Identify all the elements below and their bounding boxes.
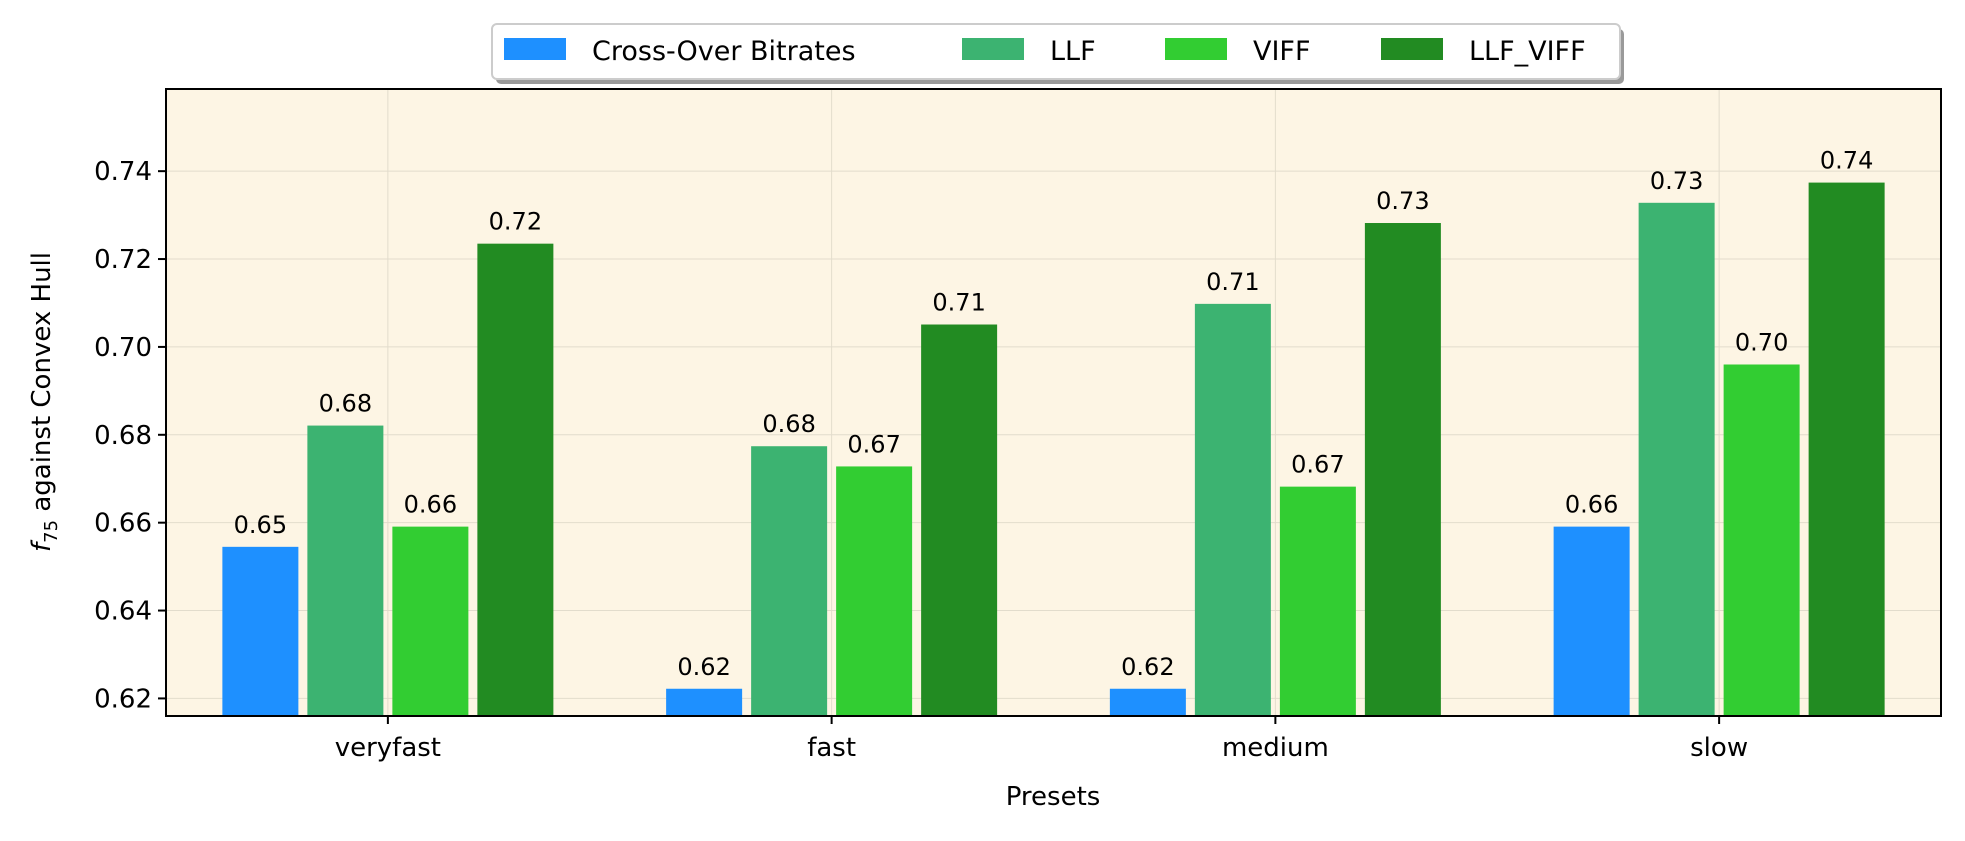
bars — [222, 182, 1885, 717]
grid-lines — [166, 89, 1941, 716]
y-axis-ticks: 0.62 0.64 0.66 0.68 0.70 0.72 0.74 — [94, 157, 166, 714]
bar — [666, 688, 743, 716]
bar — [751, 446, 828, 716]
bar-value-label: 0.70 — [1735, 328, 1788, 356]
bar — [921, 324, 998, 716]
y-tick-label: 0.62 — [94, 684, 152, 714]
bar-value-label: 0.68 — [762, 410, 815, 438]
bar — [1638, 202, 1715, 716]
x-tick-label: medium — [1222, 733, 1329, 763]
bar-value-label: 0.68 — [319, 390, 372, 418]
bar-value-label: 0.72 — [489, 208, 542, 236]
bar-value-label: 0.71 — [1206, 268, 1259, 296]
x-tick-label: veryfast — [335, 733, 441, 763]
legend-swatch — [504, 38, 566, 60]
bar-value-label: 0.73 — [1650, 167, 1703, 195]
bar — [1194, 303, 1271, 716]
y-tick-label: 0.64 — [94, 597, 152, 627]
y-tick-label: 0.74 — [94, 157, 152, 187]
legend-label: Cross-Over Bitrates — [592, 36, 856, 67]
bar-value-label: 0.62 — [1121, 653, 1174, 681]
legend-label: LLF — [1050, 36, 1096, 67]
y-tick-label: 0.66 — [94, 509, 152, 539]
bar — [1364, 223, 1441, 717]
legend-swatch — [962, 38, 1024, 60]
x-axis-ticks: veryfast fast medium slow — [335, 716, 1748, 763]
legend-swatch — [1381, 38, 1443, 60]
legend: Cross-Over Bitrates LLF VIFF LLF_VIFF — [491, 23, 1624, 84]
x-tick-label: slow — [1690, 733, 1748, 763]
bar — [1723, 364, 1800, 716]
y-axis-label: f75 against Convex Hull — [27, 252, 62, 552]
bar — [307, 425, 384, 716]
y-tick-label: 0.70 — [94, 333, 152, 363]
bar-value-label: 0.66 — [404, 491, 457, 519]
bar-value-label: 0.65 — [234, 511, 287, 539]
bar-value-label: 0.71 — [932, 289, 985, 317]
legend-label: LLF_VIFF — [1469, 36, 1586, 67]
bar-value-label: 0.67 — [1291, 451, 1344, 479]
bar — [1109, 688, 1186, 716]
bar-value-label: 0.74 — [1820, 147, 1873, 175]
bar-value-label: 0.66 — [1565, 491, 1618, 519]
y-axis-label-text: against Convex Hull — [27, 252, 57, 520]
legend-items: Cross-Over Bitrates LLF VIFF LLF_VIFF — [504, 36, 1586, 67]
legend-label: VIFF — [1253, 36, 1311, 67]
bar — [222, 546, 299, 716]
y-tick-label: 0.68 — [94, 421, 152, 451]
bar-value-label: 0.73 — [1376, 187, 1429, 215]
legend-box — [491, 23, 1621, 80]
bar-value-labels: 0.65 0.62 0.62 0.66 0.68 0.68 0.71 0.73 0.66 0.67… — [234, 147, 1874, 681]
y-axis-label-subscript: 75 — [41, 520, 62, 543]
bar — [1553, 526, 1630, 716]
x-axis-label: Presets — [1006, 782, 1101, 812]
bar — [1279, 486, 1356, 716]
legend-swatch — [1165, 38, 1227, 60]
x-tick-label: fast — [807, 733, 856, 763]
bar — [1808, 182, 1885, 717]
bar — [477, 243, 554, 716]
bar — [392, 526, 469, 716]
bar-value-label: 0.67 — [847, 430, 900, 458]
bar — [836, 466, 913, 716]
bar-value-label: 0.62 — [677, 653, 730, 681]
plot-frame — [165, 88, 1942, 717]
y-tick-label: 0.72 — [94, 245, 152, 275]
